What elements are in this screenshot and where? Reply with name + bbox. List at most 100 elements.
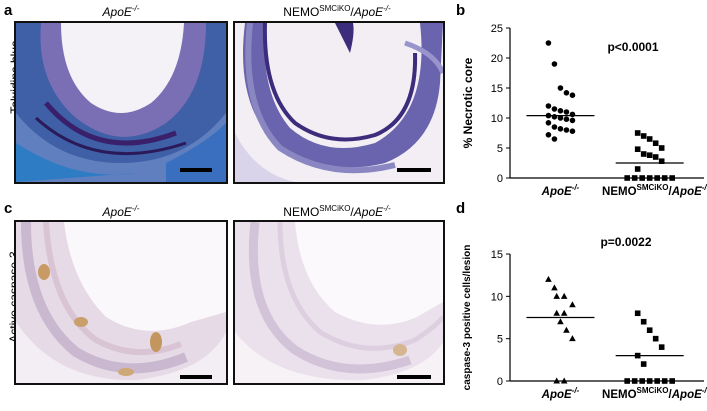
data-point [551,124,558,130]
data-point [634,166,641,172]
data-point [563,127,570,133]
data-point [551,114,558,120]
data-point [557,126,564,132]
data-point [557,115,564,121]
data-point [634,130,641,136]
y-tick-label: 5 [497,143,503,155]
data-point [639,175,645,181]
chart-caspase-cells: 0 5 10 15 caspase-3 positive cells/lesion p=0… [458,218,707,406]
panel-letter-c: c [4,200,13,217]
p-value-annotation: p<0.0001 [607,40,658,54]
panel-letter-a: a [4,2,13,19]
data-point [624,175,630,181]
data-point [553,377,560,384]
data-point [560,377,568,384]
data-point [631,378,638,384]
data-point [569,92,576,98]
data-point [551,284,558,291]
data-point [569,117,576,124]
data-point [646,175,653,181]
data-point [658,145,665,151]
data-point [640,133,647,139]
data-point [563,326,570,333]
y-tick-label: 10 [491,113,503,125]
data-point [545,275,552,282]
y-tick-label: 15 [491,249,503,261]
data-point [569,111,576,118]
x-category-label: NEMOSMCiKO/ApoE-/- [602,183,707,198]
x-category-label: ApoE-/- [541,386,580,401]
x-category-label: ApoE-/- [541,183,580,198]
data-point [545,103,552,109]
title-apoe-c: ApoE-/- [102,204,140,219]
data-point [569,301,576,308]
scale-bar [397,375,431,379]
micrograph-toluidine-nemo [233,21,445,184]
data-point [658,158,665,164]
data-point [654,175,660,181]
p-value-annotation: p=0.0022 [600,235,651,249]
data-point [563,109,570,115]
data-point [658,344,665,350]
data-point [646,327,653,333]
data-point [661,175,668,181]
title-nemo-a: NEMOSMCiKO/ApoE-/- [283,4,391,19]
data-point [551,61,558,67]
data-point [560,309,568,316]
data-point [646,152,653,158]
data-point [661,378,668,384]
data-point [669,175,675,181]
scale-bar [180,375,212,379]
panel-letter-b: b [456,2,466,19]
y-tick-label: 20 [491,53,503,65]
panel-letter-d: d [456,200,466,217]
data-point [640,361,647,367]
data-point [551,136,558,142]
y-axis-label: % Necrotic core [461,57,475,148]
data-point [640,318,647,325]
data-point [654,378,660,384]
data-point [652,335,659,342]
data-point [634,146,641,152]
data-point [569,128,576,134]
data-point [652,140,659,146]
y-tick-label: 0 [497,173,503,185]
title-apoe-a: ApoE-/- [102,4,140,19]
data-point [557,318,564,325]
data-point [640,151,647,157]
x-category-label: NEMOSMCiKO/ApoE-/- [602,386,707,401]
data-point [557,85,564,91]
y-tick-label: 15 [491,83,503,95]
data-point [563,116,570,122]
y-tick-label: 10 [491,291,503,303]
data-point [669,378,675,384]
title-nemo-c: NEMOSMCiKO/ApoE-/- [283,204,391,219]
data-point [639,378,645,384]
data-point [624,378,630,384]
data-point [545,120,552,126]
y-tick-label: 25 [491,23,503,35]
micrograph-toluidine-apoe [14,21,228,184]
data-point [631,175,638,181]
data-point [557,108,564,114]
data-point [545,40,552,46]
micrograph-caspase-apoe [14,220,228,385]
data-point [569,335,576,342]
micrograph-caspase-nemo [233,220,445,385]
data-point [551,106,558,112]
data-point [646,136,653,142]
y-tick-label: 5 [497,334,503,346]
y-tick-label: 0 [497,376,503,388]
data-point [545,132,552,138]
scale-bar [397,168,431,172]
data-point [560,292,568,299]
data-point [646,378,653,384]
data-point [553,309,560,316]
scale-bar [180,168,212,172]
data-point [563,90,570,96]
data-point [652,154,659,160]
data-point [553,292,560,299]
y-axis-label: caspase-3 positive cells/lesion [462,245,473,391]
chart-necrotic-core: 0 5 10 15 20 25 % Necrotic core p<0.0001 ApoE-/-… [458,20,707,205]
data-point [634,310,641,317]
